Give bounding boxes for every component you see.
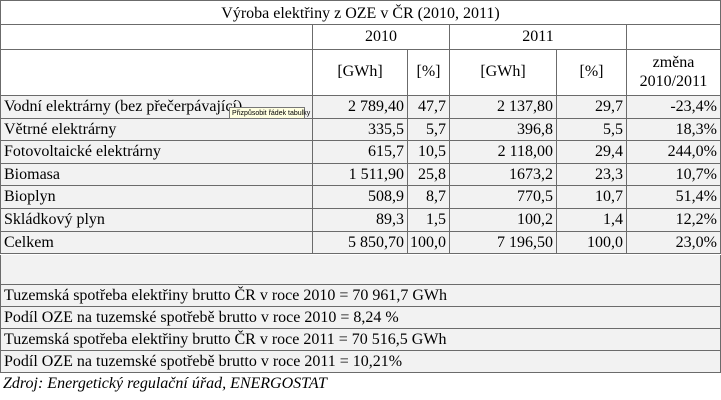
note-line: Podíl OZE na tuzemské spotřebě brutto v … — [0, 307, 721, 329]
unit-gwh-2011: [GWh] — [450, 50, 557, 96]
table-title: Výroba elektřiny z OZE v ČR (2010, 2011) — [0, 0, 721, 25]
note-line: Tuzemská spotřeba elektřiny brutto ČR v … — [0, 329, 721, 351]
header-blank — [0, 25, 313, 50]
row-gwh-2011: 1673,2 — [450, 164, 557, 186]
change-header: změna 2010/2011 — [627, 50, 721, 96]
row-name: Celkem — [0, 232, 313, 254]
row-pct-2010: 25,8 — [408, 164, 450, 186]
row-pct-2011: 23,3 — [557, 164, 627, 186]
unit-pct-2011: [%] — [557, 50, 627, 96]
row-pct-2011: 10,7 — [557, 186, 627, 209]
header-blank-right — [627, 25, 721, 50]
row-change: 18,3% — [627, 119, 721, 141]
row-name: Větrné elektrárny — [0, 119, 313, 141]
change-header-line1: změna — [652, 54, 695, 71]
note-line: Podíl OZE na tuzemské spotřebě brutto v … — [0, 351, 721, 373]
year-2010-header: 2010 — [313, 25, 450, 50]
row-gwh-2010: 508,9 — [313, 186, 408, 209]
row-pct-2010: 1,5 — [408, 209, 450, 232]
row-name: Skládkový plyn — [0, 209, 313, 232]
row-change: 10,7% — [627, 164, 721, 186]
row-gwh-2011: 2 137,80 — [450, 96, 557, 119]
row-name: Biomasa — [0, 164, 313, 186]
row-pct-2010: 100,0 — [408, 232, 450, 254]
row-gwh-2011: 396,8 — [450, 119, 557, 141]
unit-gwh-2010: [GWh] — [313, 50, 408, 96]
row-gwh-2010: 89,3 — [313, 209, 408, 232]
row-gwh-2010: 615,7 — [313, 141, 408, 164]
row-pct-2011: 5,5 — [557, 119, 627, 141]
row-pct-2010: 10,5 — [408, 141, 450, 164]
spacer-row — [0, 255, 721, 285]
row-pct-2011: 29,7 — [557, 96, 627, 119]
note-line: Tuzemská spotřeba elektřiny brutto ČR v … — [0, 285, 721, 307]
row-change: 23,0% — [627, 232, 721, 254]
row-change: 51,4% — [627, 186, 721, 209]
row-change: -23,4% — [627, 96, 721, 119]
unit-pct-2010: [%] — [408, 50, 450, 96]
row-pct-2010: 8,7 — [408, 186, 450, 209]
row-gwh-2011: 2 118,00 — [450, 141, 557, 164]
row-gwh-2010: 335,5 — [313, 119, 408, 141]
row-pct-2011: 1,4 — [557, 209, 627, 232]
year-2011-header: 2011 — [450, 25, 627, 50]
source-note: Zdroj: Energetický regulační úřad, ENERG… — [3, 375, 327, 392]
row-change: 244,0% — [627, 141, 721, 164]
row-name: Bioplyn — [0, 186, 313, 209]
row-gwh-2011: 7 196,50 — [450, 232, 557, 254]
row-gwh-2011: 770,5 — [450, 186, 557, 209]
change-header-line2: 2010/2011 — [639, 73, 708, 90]
row-gwh-2010: 5 850,70 — [313, 232, 408, 254]
row-gwh-2010: 1 511,90 — [313, 164, 408, 186]
row-gwh-2010: 2 789,40 — [313, 96, 408, 119]
row-change: 12,2% — [627, 209, 721, 232]
row-pct-2011: 100,0 — [557, 232, 627, 254]
row-name: Vodní elektrárny (bez přečerpávající) — [0, 96, 313, 119]
row-pct-2011: 29,4 — [557, 141, 627, 164]
units-blank — [0, 50, 313, 96]
row-tooltip: Přizpůsobit řádek tabulky — [229, 107, 310, 119]
row-pct-2010: 5,7 — [408, 119, 450, 141]
row-gwh-2011: 100,2 — [450, 209, 557, 232]
row-pct-2010: 47,7 — [408, 96, 450, 119]
row-name: Fotovoltaické elektrárny — [0, 141, 313, 164]
